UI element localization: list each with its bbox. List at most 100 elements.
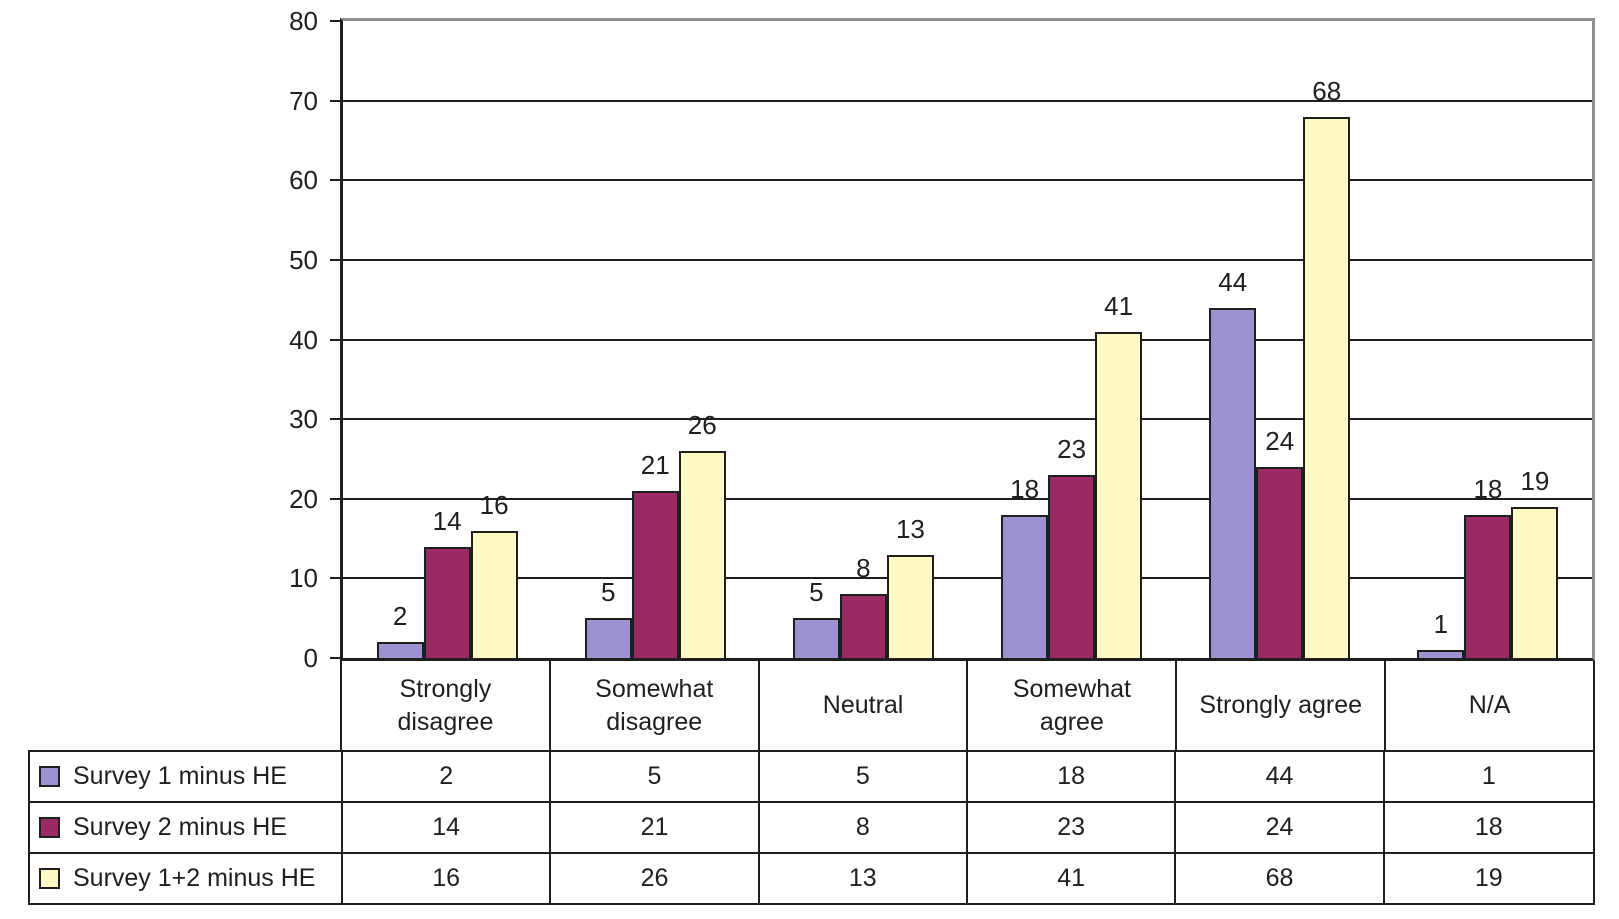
y-axis-tick — [330, 497, 341, 500]
bar-strongly-disagree-series3 — [470, 530, 518, 658]
table-value-cell: 14 — [343, 803, 552, 854]
table-value-cell: 5 — [759, 752, 968, 803]
y-axis-tick-label: 50 — [289, 244, 318, 275]
y-axis-tick-label: 70 — [289, 85, 318, 116]
bar-value-label: 68 — [1312, 75, 1342, 106]
bar-neutral-series3 — [886, 554, 934, 658]
bar-somewhat-disagree-series3 — [678, 450, 726, 658]
plot-area: 2 14 16 5 21 26 5 8 13 18 23 41 44 24 68 1 18 19 — [340, 18, 1595, 661]
y-axis-tick — [330, 179, 341, 182]
bar-value-label: 41 — [1104, 290, 1134, 321]
bar-somewhat-agree-series3 — [1095, 331, 1143, 658]
table-value-cell: 21 — [551, 803, 760, 854]
category-label-line: N/A — [1468, 691, 1511, 719]
table-value-cell: 18 — [1384, 803, 1593, 854]
bar-value-label: 23 — [1057, 433, 1087, 464]
category-label-na: N/A — [1386, 661, 1593, 750]
data-table: Survey 1 minus HE 2 5 5 18 44 1 Survey 2 minus … — [28, 750, 1595, 905]
bar-value-label: 44 — [1218, 266, 1248, 297]
bar-na-series3 — [1511, 506, 1559, 658]
category-label-line: Somewhat — [595, 674, 714, 703]
table-value-cell: 18 — [967, 752, 1177, 803]
table-value-cell: 68 — [1176, 854, 1385, 903]
category-label-line: disagree — [397, 707, 494, 736]
gridline — [343, 497, 1592, 500]
bar-strongly-agree-series3 — [1303, 116, 1351, 658]
bar-value-label: 5 — [601, 577, 616, 608]
category-label-line: Neutral — [822, 691, 904, 719]
bar-value-label: 2 — [392, 601, 408, 632]
y-axis-tick-label: 10 — [289, 563, 318, 594]
table-value-cell: 41 — [968, 854, 1177, 903]
legend-swatch — [39, 868, 60, 889]
legend-cell-series3: Survey 1+2 minus HE — [30, 854, 343, 903]
bar-strongly-agree-series2 — [1256, 466, 1304, 658]
gridline — [343, 418, 1592, 421]
bar-value-label: 21 — [640, 449, 670, 480]
category-label-line: agree — [1039, 707, 1104, 736]
table-value-cell: 5 — [551, 752, 760, 803]
bar-somewhat-agree-series1 — [1001, 514, 1049, 658]
y-axis-tick — [330, 577, 341, 580]
bar-strongly-agree-series1 — [1209, 307, 1257, 658]
bar-value-label: 26 — [687, 409, 717, 440]
y-axis-tick-label: 80 — [289, 6, 318, 36]
bar-value-label: 13 — [895, 513, 925, 544]
legend-label: Survey 2 minus HE — [73, 813, 287, 841]
category-label-somewhat-agree: Somewhat agree — [968, 661, 1178, 750]
bar-value-label: 24 — [1265, 425, 1295, 456]
table-value-cell: 1 — [1384, 752, 1593, 803]
gridline — [343, 258, 1592, 261]
gridline — [343, 179, 1592, 182]
bar-value-label: 14 — [432, 505, 462, 536]
legend-label: Survey 1 minus HE — [73, 762, 287, 790]
y-axis-tick-label: 30 — [289, 404, 318, 435]
category-label-line: Strongly agree — [1199, 691, 1363, 719]
gridline — [343, 577, 1592, 580]
table-value-cell: 16 — [343, 854, 552, 903]
y-axis-tick-label: 20 — [289, 483, 318, 514]
bar-na-series2 — [1464, 514, 1512, 658]
category-label-neutral: Neutral — [760, 661, 969, 750]
x-axis-category-row: Strongly disagree Somewhat disagree Neutral S… — [340, 661, 1595, 750]
bar-value-label: 8 — [856, 553, 871, 584]
category-label-somewhat-disagree: Somewhat disagree — [551, 661, 760, 750]
y-axis-tick — [330, 338, 341, 341]
table-value-cell: 24 — [1176, 803, 1385, 854]
y-axis-tick — [330, 258, 341, 261]
bar-strongly-disagree-series2 — [423, 546, 471, 658]
y-axis-tick-label: 0 — [303, 643, 318, 673]
table-value-cell: 2 — [343, 752, 552, 803]
bar-value-label: 5 — [809, 577, 824, 608]
y-axis-tick — [330, 20, 341, 22]
table-value-cell: 13 — [760, 854, 968, 903]
legend-cell-series1: Survey 1 minus HE — [30, 752, 343, 803]
bar-value-label: 19 — [1520, 465, 1550, 496]
bar-somewhat-disagree-series1 — [584, 618, 632, 658]
bar-neutral-series1 — [792, 618, 840, 658]
category-label-line: Strongly — [399, 674, 492, 703]
bar-na-series1 — [1417, 650, 1465, 658]
bar-value-label: 1 — [1433, 609, 1449, 640]
bar-value-label: 18 — [1010, 473, 1040, 504]
table-value-cell: 26 — [551, 854, 760, 903]
bar-neutral-series2 — [839, 594, 887, 658]
table-value-cell: 19 — [1474, 864, 1503, 892]
y-axis-tick-label: 60 — [289, 165, 318, 196]
category-label-line: Somewhat — [1012, 674, 1131, 703]
y-axis-tick — [330, 418, 341, 421]
bar-somewhat-agree-series2 — [1048, 474, 1096, 658]
gridline — [343, 99, 1592, 102]
gridline — [343, 338, 1592, 341]
table-value-cell: 8 — [759, 803, 968, 854]
y-axis-tick-label: 40 — [289, 324, 318, 355]
legend-swatch — [39, 817, 60, 838]
y-axis-tick — [330, 99, 341, 102]
table-value-cell: 23 — [967, 803, 1177, 854]
legend-label: Survey 1+2 minus HE — [73, 864, 316, 892]
bar-strongly-disagree-series1 — [376, 642, 424, 658]
legend-cell-series2: Survey 2 minus HE — [30, 803, 343, 854]
category-label-strongly-disagree: Strongly disagree — [342, 661, 551, 750]
table-value-cell: 44 — [1176, 752, 1385, 803]
